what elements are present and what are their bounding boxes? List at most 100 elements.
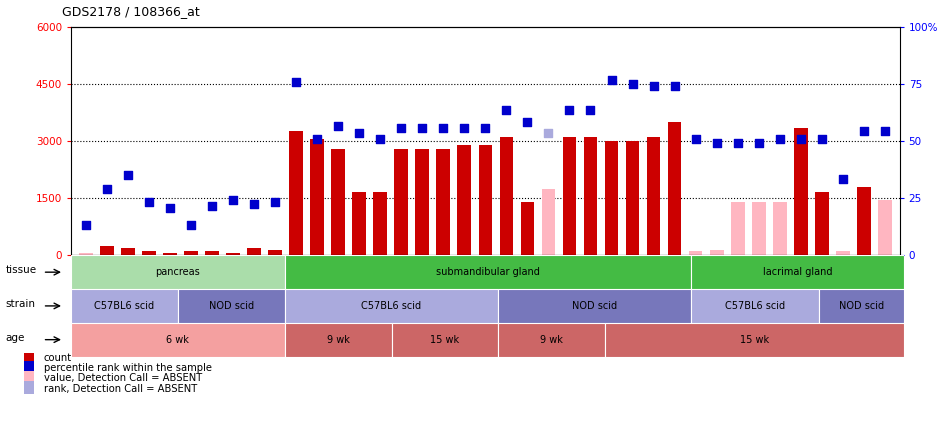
Bar <box>626 141 639 255</box>
Point <box>877 128 892 135</box>
Bar <box>647 137 660 255</box>
Bar <box>121 248 134 255</box>
Bar <box>752 202 765 255</box>
Bar <box>542 189 555 255</box>
Bar <box>605 323 904 357</box>
Point <box>520 119 535 126</box>
Bar <box>773 202 787 255</box>
Bar <box>668 122 682 255</box>
Bar <box>836 251 849 255</box>
Point <box>246 200 261 207</box>
Text: NOD scid: NOD scid <box>572 301 617 311</box>
Point <box>436 124 451 131</box>
Bar <box>24 381 34 396</box>
Bar <box>563 137 577 255</box>
Point <box>310 135 325 143</box>
Point <box>394 124 409 131</box>
Text: strain: strain <box>6 299 36 309</box>
Bar <box>79 253 93 255</box>
Point <box>415 124 430 131</box>
Bar <box>498 289 690 323</box>
Point <box>709 139 724 147</box>
Text: 9 wk: 9 wk <box>327 335 349 345</box>
Point <box>477 124 492 131</box>
Text: 15 wk: 15 wk <box>430 335 459 345</box>
Text: 15 wk: 15 wk <box>741 335 769 345</box>
Text: C57BL6 scid: C57BL6 scid <box>95 301 154 311</box>
Bar <box>71 255 285 289</box>
Bar <box>24 350 34 366</box>
Text: count: count <box>44 353 72 363</box>
Point <box>541 130 556 137</box>
Point <box>604 76 619 83</box>
Bar <box>498 323 605 357</box>
Bar <box>857 187 870 255</box>
Bar <box>710 250 724 255</box>
Point <box>79 221 94 228</box>
Text: NOD scid: NOD scid <box>208 301 254 311</box>
Text: NOD scid: NOD scid <box>839 301 884 311</box>
Text: age: age <box>6 333 25 343</box>
Bar <box>163 253 177 255</box>
Point <box>99 185 115 192</box>
Bar <box>373 192 387 255</box>
Text: 6 wk: 6 wk <box>167 335 189 345</box>
Point <box>205 202 220 209</box>
Bar <box>311 139 324 255</box>
Bar <box>285 255 690 289</box>
Bar <box>268 250 282 255</box>
Point <box>688 135 704 143</box>
Bar <box>331 149 345 255</box>
Point <box>225 197 241 204</box>
Bar <box>352 192 366 255</box>
Text: value, Detection Call = ABSENT: value, Detection Call = ABSENT <box>44 373 202 384</box>
Bar <box>457 145 472 255</box>
Bar <box>583 137 598 255</box>
Point <box>835 175 850 182</box>
Point <box>120 172 135 179</box>
Point <box>456 124 472 131</box>
Point <box>141 198 156 206</box>
Bar <box>794 127 808 255</box>
Bar <box>247 248 260 255</box>
Point <box>646 82 661 89</box>
Bar <box>178 289 285 323</box>
Bar <box>205 251 219 255</box>
Bar <box>71 289 178 323</box>
Text: C57BL6 scid: C57BL6 scid <box>724 301 785 311</box>
Bar <box>499 137 513 255</box>
Bar <box>289 131 303 255</box>
Bar <box>819 289 904 323</box>
Bar <box>690 255 904 289</box>
Bar <box>24 361 34 376</box>
Bar <box>437 149 450 255</box>
Text: rank, Detection Call = ABSENT: rank, Detection Call = ABSENT <box>44 384 197 393</box>
Point <box>162 204 177 211</box>
Point <box>267 198 282 206</box>
Text: GDS2178 / 108366_at: GDS2178 / 108366_at <box>62 5 199 18</box>
Bar <box>391 323 498 357</box>
Point <box>794 135 809 143</box>
Bar <box>285 289 498 323</box>
Point <box>772 135 787 143</box>
Point <box>351 130 366 137</box>
Point <box>814 135 830 143</box>
Bar <box>731 202 744 255</box>
Point <box>562 107 577 114</box>
Point <box>372 135 387 143</box>
Point <box>331 122 346 129</box>
Point <box>751 139 766 147</box>
Bar <box>521 202 534 255</box>
Bar <box>394 149 408 255</box>
Point <box>856 128 871 135</box>
Text: pancreas: pancreas <box>155 267 200 277</box>
Bar <box>605 141 618 255</box>
Text: 9 wk: 9 wk <box>541 335 563 345</box>
Point <box>184 221 199 228</box>
Bar <box>815 192 829 255</box>
Point <box>583 107 599 114</box>
Bar <box>71 323 285 357</box>
Bar <box>285 323 391 357</box>
Point <box>667 82 682 89</box>
Text: lacrimal gland: lacrimal gland <box>762 267 832 277</box>
